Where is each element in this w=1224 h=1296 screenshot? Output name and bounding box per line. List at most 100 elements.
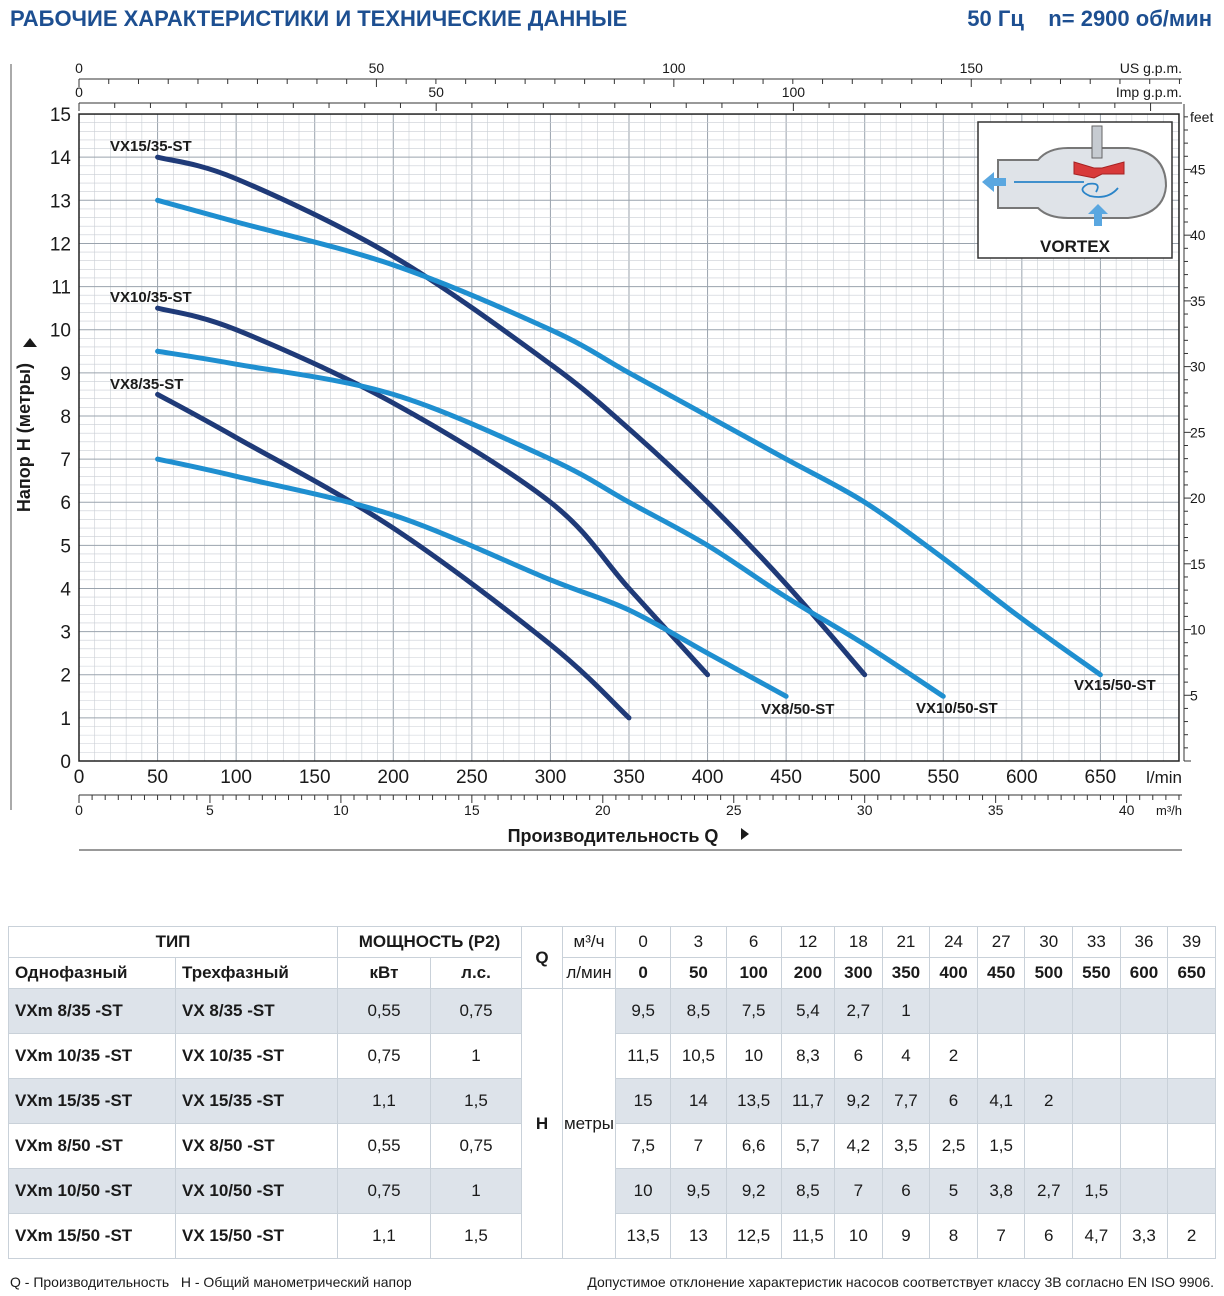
y-axis-title: Напор H (метры) [14, 363, 34, 512]
th-m3h-0: 0 [614, 926, 672, 958]
cell-head-value: 7 [834, 1168, 883, 1214]
th-lmin-7: 450 [976, 957, 1026, 989]
series-label: VX8/35-ST [110, 376, 183, 393]
series-line-vx10-50-st [155, 348, 946, 699]
pump-shaft-icon [1091, 125, 1103, 159]
th-lmin-11: 650 [1167, 957, 1216, 989]
cell-single-phase-model: VXm 10/50 -ST [8, 1168, 176, 1214]
th-q: Q [521, 926, 563, 989]
y-tick-label: 8 [60, 407, 71, 428]
cell-head-value [1072, 988, 1121, 1034]
m3h-tick-label: 15 [464, 802, 480, 818]
x-tick-label: 50 [147, 767, 168, 788]
footer-tolerance-note: Допустимое отклонение характеристик насо… [587, 1274, 1214, 1290]
m3h-tick-label: 0 [75, 802, 83, 818]
th-hp: л.с. [430, 957, 522, 989]
cell-head-value: 9,5 [614, 988, 672, 1034]
cell-head-value: 12,5 [725, 1213, 782, 1259]
cell-head-value: 13,5 [725, 1078, 782, 1124]
cell-head-value: 10,5 [670, 1033, 727, 1079]
y-tick-label: 5 [60, 536, 71, 557]
cell-head-value: 10 [725, 1033, 782, 1079]
cell-power-kw: 0,75 [337, 1033, 431, 1079]
outlet-arrow-icon [982, 172, 1006, 192]
feet-tick-label: 25 [1190, 424, 1206, 440]
m3h-tick-label: 20 [595, 802, 611, 818]
cell-head-value: 1,5 [976, 1123, 1026, 1169]
y-tick-label: 13 [50, 191, 71, 212]
cell-power-hp: 0,75 [430, 988, 522, 1034]
y-tick-label: 7 [60, 450, 71, 471]
cell-h-unit: метры [562, 988, 616, 1259]
x-tick-label: 300 [535, 767, 567, 788]
cell-head-value [1167, 988, 1216, 1034]
feet-tick-label: 40 [1190, 227, 1206, 243]
cell-head-value [1119, 1168, 1169, 1214]
table-row: VXm 15/50 -ST VX 15/50 -ST 1,1 1,5 13,5 13 12,… [8, 1213, 1216, 1259]
feet-tick-label: 45 [1190, 161, 1206, 177]
x-tick-label: 600 [1006, 767, 1038, 788]
series-line-vx8-50-st [155, 456, 789, 699]
th-single-phase: Однофазный [8, 957, 176, 989]
cell-head-value: 2 [929, 1033, 978, 1079]
cell-power-hp: 1 [430, 1033, 522, 1079]
cell-head-value: 3,5 [881, 1123, 931, 1169]
x-tick-label: 350 [613, 767, 645, 788]
m3h-tick-label: 30 [857, 802, 873, 818]
cell-head-value: 8,5 [670, 988, 727, 1034]
m3h-unit-label: m³/h [1156, 803, 1182, 818]
y-tick-label: 12 [50, 234, 71, 255]
cell-head-value: 5,4 [780, 988, 836, 1034]
us-gpm-tick-label: 150 [960, 60, 984, 76]
imp-gpm-unit-label: Imp g.p.m. [1116, 84, 1182, 100]
feet-tick-label: 15 [1190, 556, 1206, 572]
vortex-inset: VORTEX [977, 121, 1173, 259]
th-lmin-3: 200 [780, 957, 836, 989]
cell-head-value: 7,7 [881, 1078, 931, 1124]
feet-unit-label: feet [1190, 109, 1213, 125]
th-m3h-8: 30 [1024, 926, 1074, 958]
x-tick-label: 650 [1085, 767, 1117, 788]
th-kw: кВт [337, 957, 431, 989]
cell-three-phase-model: VX 8/50 -ST [175, 1123, 338, 1169]
y-tick-label: 2 [60, 666, 71, 687]
cell-three-phase-model: VX 10/35 -ST [175, 1033, 338, 1079]
cell-head-value [1024, 1033, 1074, 1079]
cell-head-value: 6 [834, 1033, 883, 1079]
cell-power-kw: 0,75 [337, 1168, 431, 1214]
m3h-tick-label: 10 [333, 802, 349, 818]
th-type: ТИП [8, 926, 338, 958]
y-tick-label: 6 [60, 493, 71, 514]
cell-head-value: 4,1 [976, 1078, 1026, 1124]
cell-three-phase-model: VX 8/35 -ST [175, 988, 338, 1034]
th-m3h-1: 3 [670, 926, 727, 958]
cell-head-value: 1,5 [1072, 1168, 1121, 1214]
cell-three-phase-model: VX 10/50 -ST [175, 1168, 338, 1214]
th-lmin-2: 100 [725, 957, 782, 989]
cell-head-value: 9,2 [725, 1168, 782, 1214]
x-tick-label: 150 [299, 767, 331, 788]
cell-head-value: 9 [881, 1213, 931, 1259]
cell-head-value [1119, 988, 1169, 1034]
cell-power-kw: 0,55 [337, 1123, 431, 1169]
th-m3h-10: 36 [1119, 926, 1169, 958]
x-axis-title: Производительность Q [508, 826, 719, 846]
cell-head-value [1167, 1123, 1216, 1169]
series-line-vx15-35-st [155, 154, 868, 678]
inlet-arrow-icon [1088, 204, 1108, 226]
y-tick-label: 10 [50, 321, 71, 342]
th-lmin-10: 600 [1119, 957, 1169, 989]
imp-gpm-tick-label: 100 [782, 84, 806, 100]
cell-head-value: 13,5 [614, 1213, 672, 1259]
imp-gpm-tick-label: 0 [75, 84, 83, 100]
th-lmin-unit: л/мин [562, 957, 616, 989]
cell-head-value: 2 [1024, 1078, 1074, 1124]
m3h-tick-label: 40 [1119, 802, 1135, 818]
us-gpm-tick-label: 0 [75, 60, 83, 76]
cell-single-phase-model: VXm 8/50 -ST [8, 1123, 176, 1169]
th-lmin-0: 0 [614, 957, 672, 989]
impeller-icon [1073, 161, 1125, 179]
y-tick-label: 3 [60, 623, 71, 644]
cell-h-label: H [521, 988, 563, 1259]
y-tick-label: 1 [60, 709, 71, 730]
